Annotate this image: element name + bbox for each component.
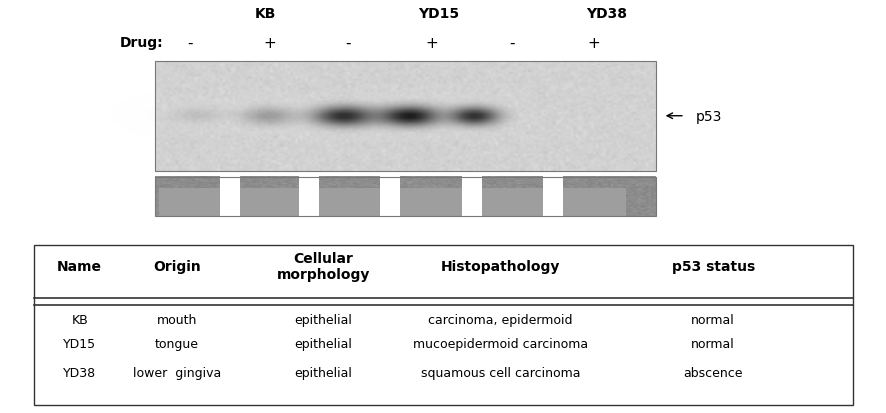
Text: tongue: tongue bbox=[155, 337, 199, 350]
Text: p53: p53 bbox=[696, 109, 722, 123]
Text: YD15: YD15 bbox=[418, 7, 459, 21]
Text: KB: KB bbox=[255, 7, 276, 21]
Text: +: + bbox=[425, 36, 438, 51]
Text: YD38: YD38 bbox=[63, 366, 97, 379]
Bar bbox=[34, 246, 853, 405]
Text: epithelial: epithelial bbox=[294, 337, 353, 350]
Text: -: - bbox=[346, 36, 351, 51]
Text: epithelial: epithelial bbox=[294, 313, 353, 327]
Text: Drug:: Drug: bbox=[120, 36, 163, 50]
Text: +: + bbox=[264, 36, 276, 51]
Text: YD15: YD15 bbox=[63, 337, 97, 350]
Text: carcinoma, epidermoid: carcinoma, epidermoid bbox=[428, 313, 573, 327]
Text: normal: normal bbox=[691, 313, 735, 327]
Bar bbox=[155, 62, 656, 171]
Text: Cellular
morphology: Cellular morphology bbox=[276, 252, 370, 281]
Text: mucoepidermoid carcinoma: mucoepidermoid carcinoma bbox=[413, 337, 588, 350]
Text: p53 status: p53 status bbox=[672, 259, 755, 273]
Text: Histopathology: Histopathology bbox=[441, 259, 560, 273]
Text: Name: Name bbox=[58, 259, 102, 273]
Text: lower  gingiva: lower gingiva bbox=[133, 366, 222, 379]
Text: epithelial: epithelial bbox=[294, 366, 353, 379]
Text: YD38: YD38 bbox=[587, 7, 627, 21]
Text: KB: KB bbox=[72, 313, 88, 327]
Text: -: - bbox=[509, 36, 515, 51]
Text: Origin: Origin bbox=[153, 259, 201, 273]
Text: abscence: abscence bbox=[683, 366, 743, 379]
Text: mouth: mouth bbox=[157, 313, 198, 327]
Text: squamous cell carcinoma: squamous cell carcinoma bbox=[421, 366, 580, 379]
Bar bbox=[155, 178, 656, 217]
Text: normal: normal bbox=[691, 337, 735, 350]
Text: +: + bbox=[587, 36, 600, 51]
Text: -: - bbox=[188, 36, 193, 51]
